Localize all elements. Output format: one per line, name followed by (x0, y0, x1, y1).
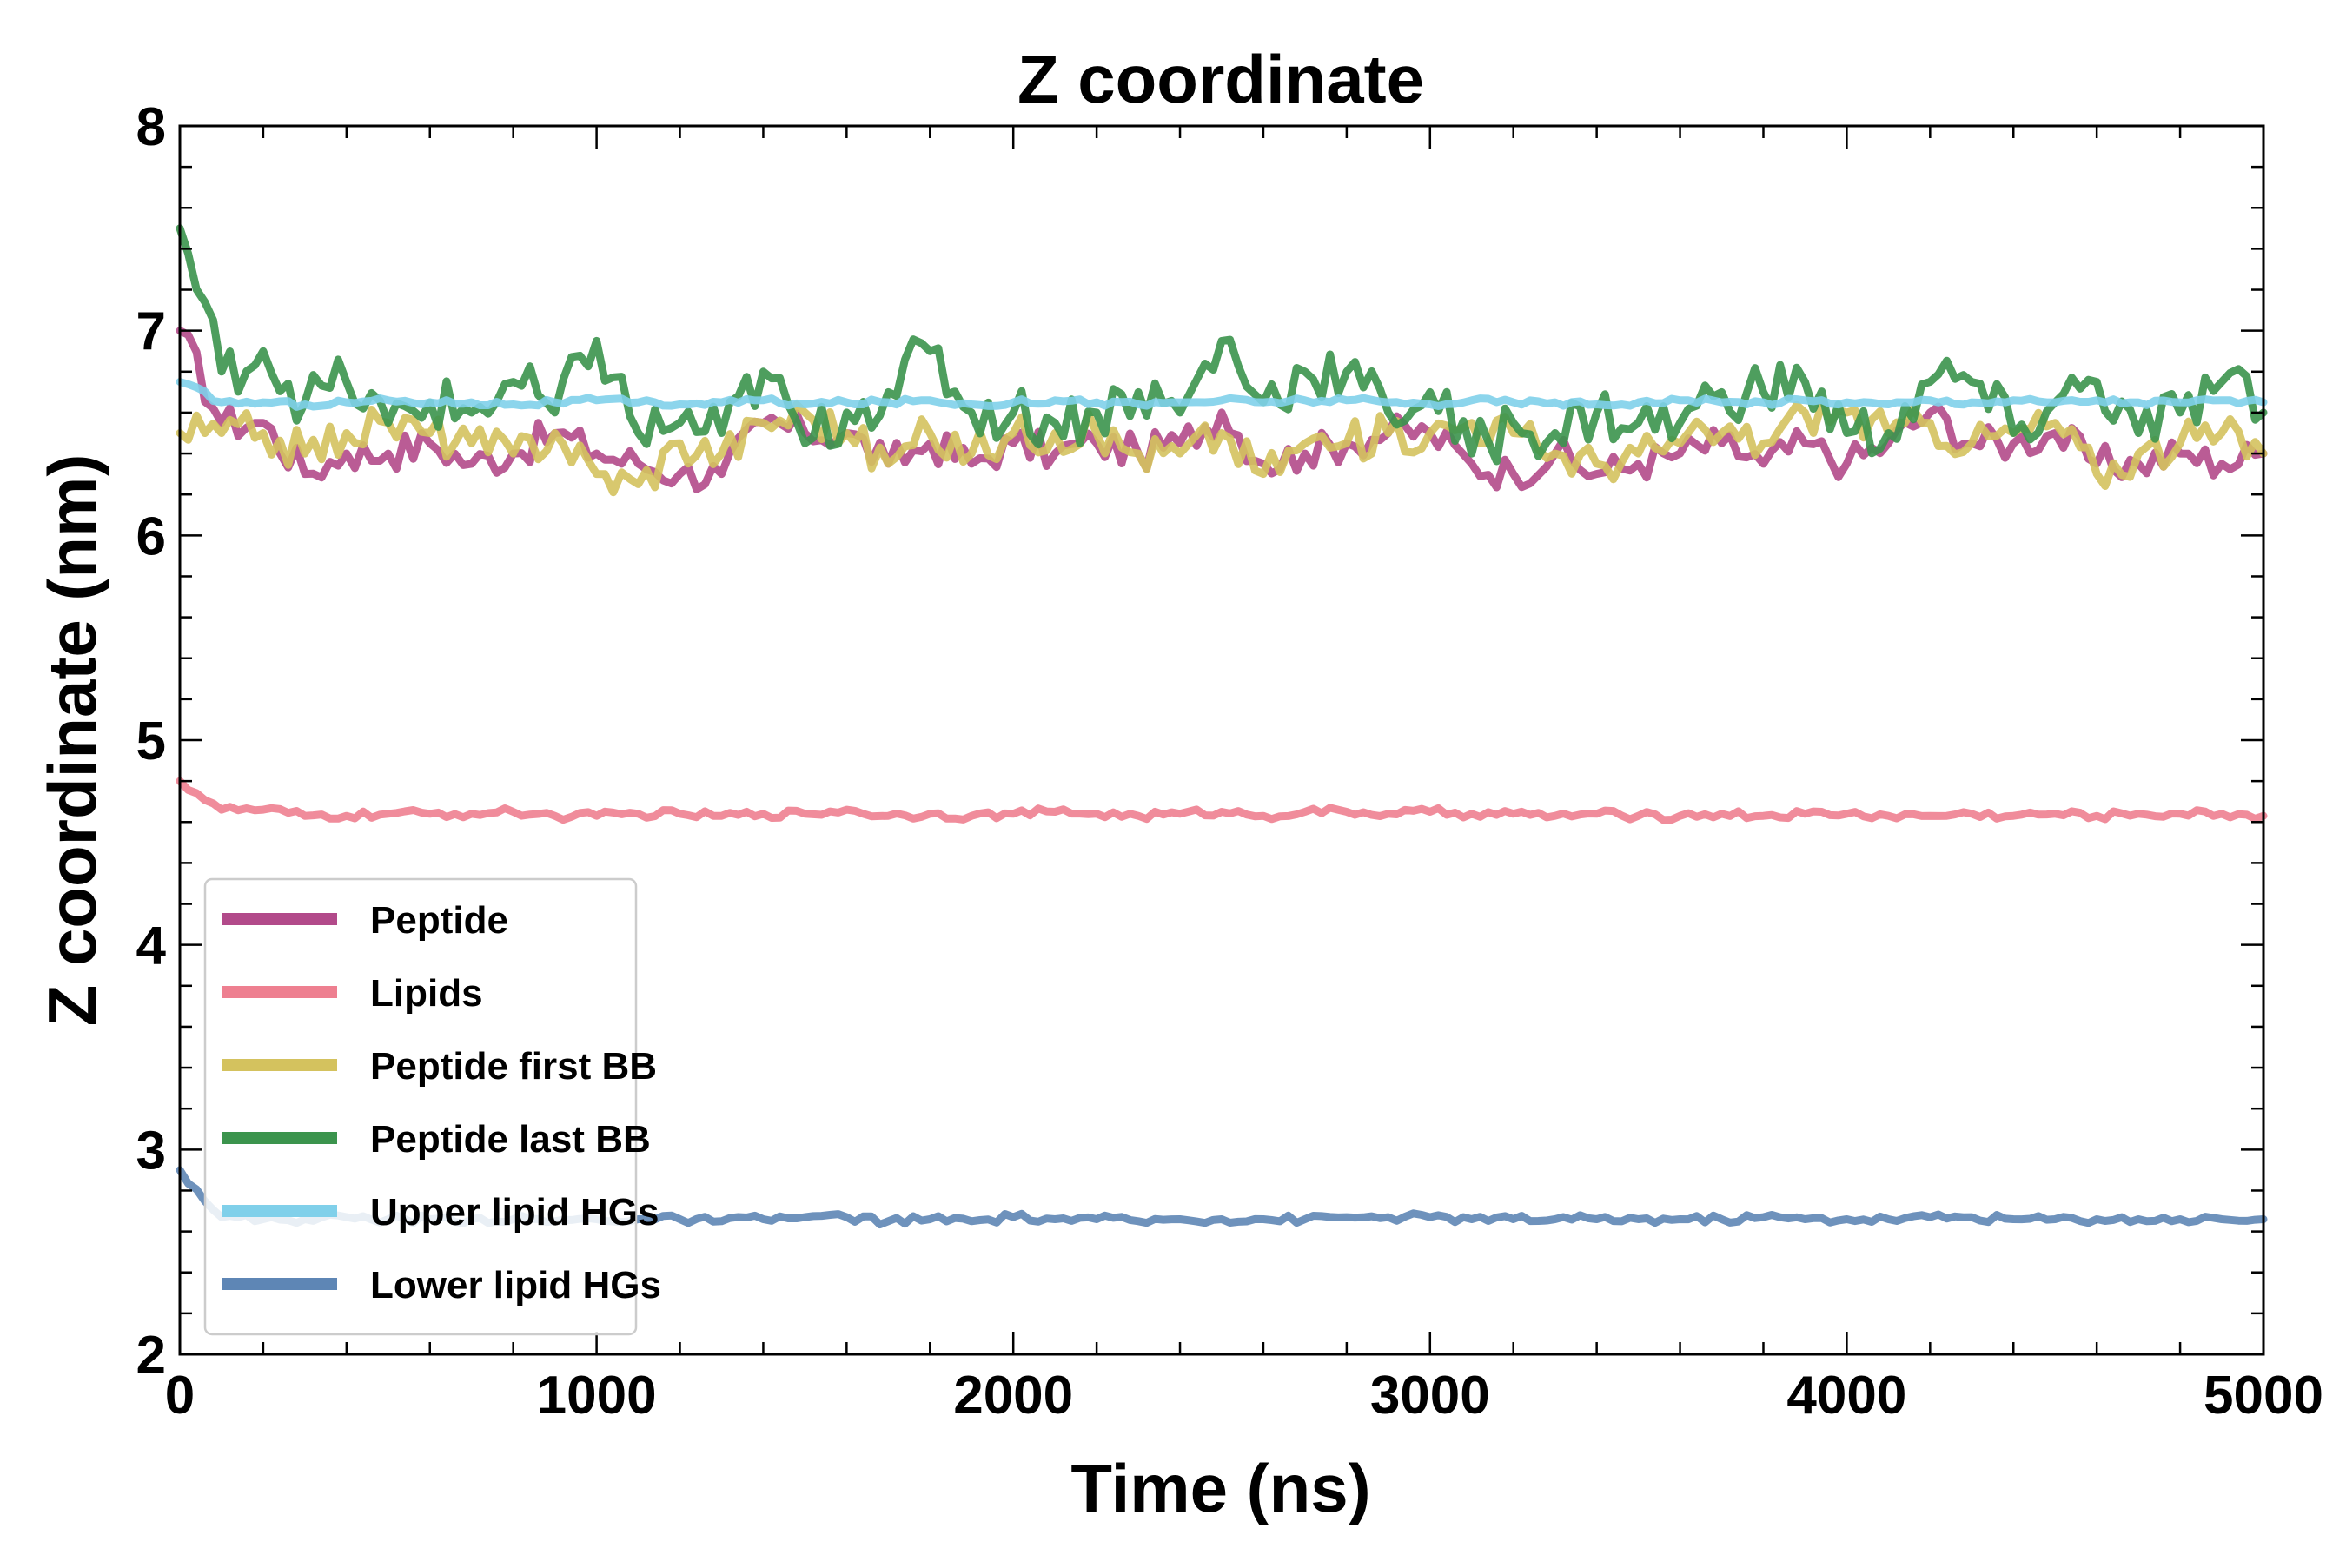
legend: Peptide Lipids Peptide first BB Peptide las… (203, 877, 661, 1336)
y-tick-label: 4 (136, 916, 167, 976)
legend-label: Peptide first BB (370, 1045, 657, 1088)
x-tick-label: 5000 (2204, 1366, 2323, 1426)
legend-label: Peptide (370, 899, 508, 942)
x-tick-label: 1000 (537, 1366, 657, 1426)
y-tick-label: 8 (136, 97, 166, 157)
x-tick-label: 4000 (1786, 1366, 1906, 1426)
y-tick-label: 3 (136, 1121, 166, 1181)
y-tick-label: 5 (136, 711, 166, 771)
x-axis-label: Time (ns) (1070, 1450, 1370, 1526)
y-axis-label: Z coordinate (nm) (34, 454, 110, 1027)
series-line-lipids (176, 777, 2268, 824)
y-tick-label: 2 (136, 1326, 166, 1386)
x-tick-label: 2000 (953, 1366, 1073, 1426)
plot-frame (178, 124, 2265, 1356)
legend-label: Lower lipid HGs (370, 1264, 661, 1307)
x-tick-label: 0 (165, 1366, 195, 1426)
ticks-layer: 0 1000 2000 3000 4000 5000 2 3 4 5 6 7 8 (136, 97, 2323, 1426)
y-tick-label: 7 (136, 302, 166, 362)
series-line-upper-lipid-hgs (176, 378, 2268, 411)
series-line-peptide (176, 327, 2268, 493)
legend-label: Upper lipid HGs (370, 1191, 659, 1234)
chart-title: Z coordinate (1017, 41, 1424, 117)
legend-label: Lipids (370, 972, 483, 1015)
legend-label: Peptide last BB (370, 1118, 651, 1161)
series-line-peptide-last-bb (176, 224, 2268, 466)
y-tick-label: 6 (136, 506, 166, 566)
x-tick-label: 3000 (1370, 1366, 1490, 1426)
